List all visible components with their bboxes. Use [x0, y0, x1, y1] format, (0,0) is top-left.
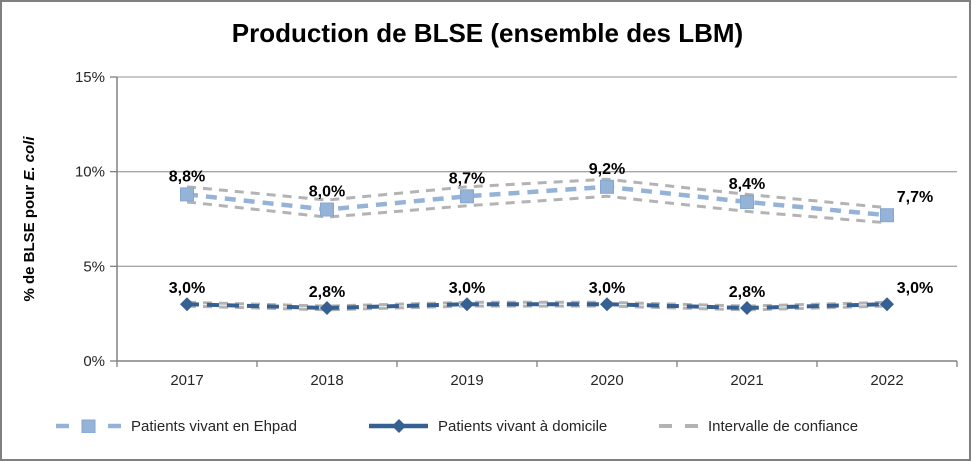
legend-marker-ehpad-icon — [56, 419, 121, 433]
svg-text:5%: 5% — [83, 258, 105, 275]
svg-text:2018: 2018 — [310, 372, 343, 389]
legend-marker-domicile-icon — [369, 419, 428, 433]
legend-marker-interval-icon — [659, 424, 698, 428]
svg-text:0%: 0% — [83, 353, 105, 370]
svg-text:3,0%: 3,0% — [449, 280, 485, 297]
svg-text:2,8%: 2,8% — [309, 284, 345, 301]
svg-text:3,0%: 3,0% — [169, 280, 205, 297]
svg-text:8,0%: 8,0% — [309, 184, 345, 201]
svg-text:3,0%: 3,0% — [897, 280, 933, 297]
legend-item-interval: Intervalle de confiance — [658, 412, 858, 440]
svg-text:2022: 2022 — [870, 372, 903, 389]
svg-text:2021: 2021 — [730, 372, 763, 389]
svg-text:7,7%: 7,7% — [897, 189, 933, 206]
svg-text:2017: 2017 — [170, 372, 203, 389]
legend-item-domicile: Patients vivant à domicile — [368, 412, 607, 440]
svg-text:8,7%: 8,7% — [449, 170, 485, 187]
svg-text:2020: 2020 — [590, 372, 623, 389]
legend-label-ehpad: Patients vivant en Ehpad — [131, 417, 297, 435]
svg-text:8,8%: 8,8% — [169, 168, 205, 185]
svg-text:% de BLSE pour E. coli: % de BLSE pour E. coli — [21, 136, 38, 302]
svg-text:8,4%: 8,4% — [729, 176, 765, 193]
legend-label-interval: Intervalle de confiance — [708, 417, 859, 435]
chart-title: Production de BLSE (ensemble des LBM) — [231, 18, 744, 48]
svg-text:2019: 2019 — [450, 372, 483, 389]
svg-text:2,8%: 2,8% — [729, 284, 765, 301]
svg-text:10%: 10% — [75, 164, 105, 181]
svg-text:9,2%: 9,2% — [589, 161, 625, 178]
legend-item-ehpad: Patients vivant en Ehpad — [55, 412, 297, 440]
svg-text:3,0%: 3,0% — [589, 280, 625, 297]
legend-label-domicile: Patients vivant à domicile — [438, 417, 608, 435]
svg-text:15%: 15% — [75, 69, 105, 86]
